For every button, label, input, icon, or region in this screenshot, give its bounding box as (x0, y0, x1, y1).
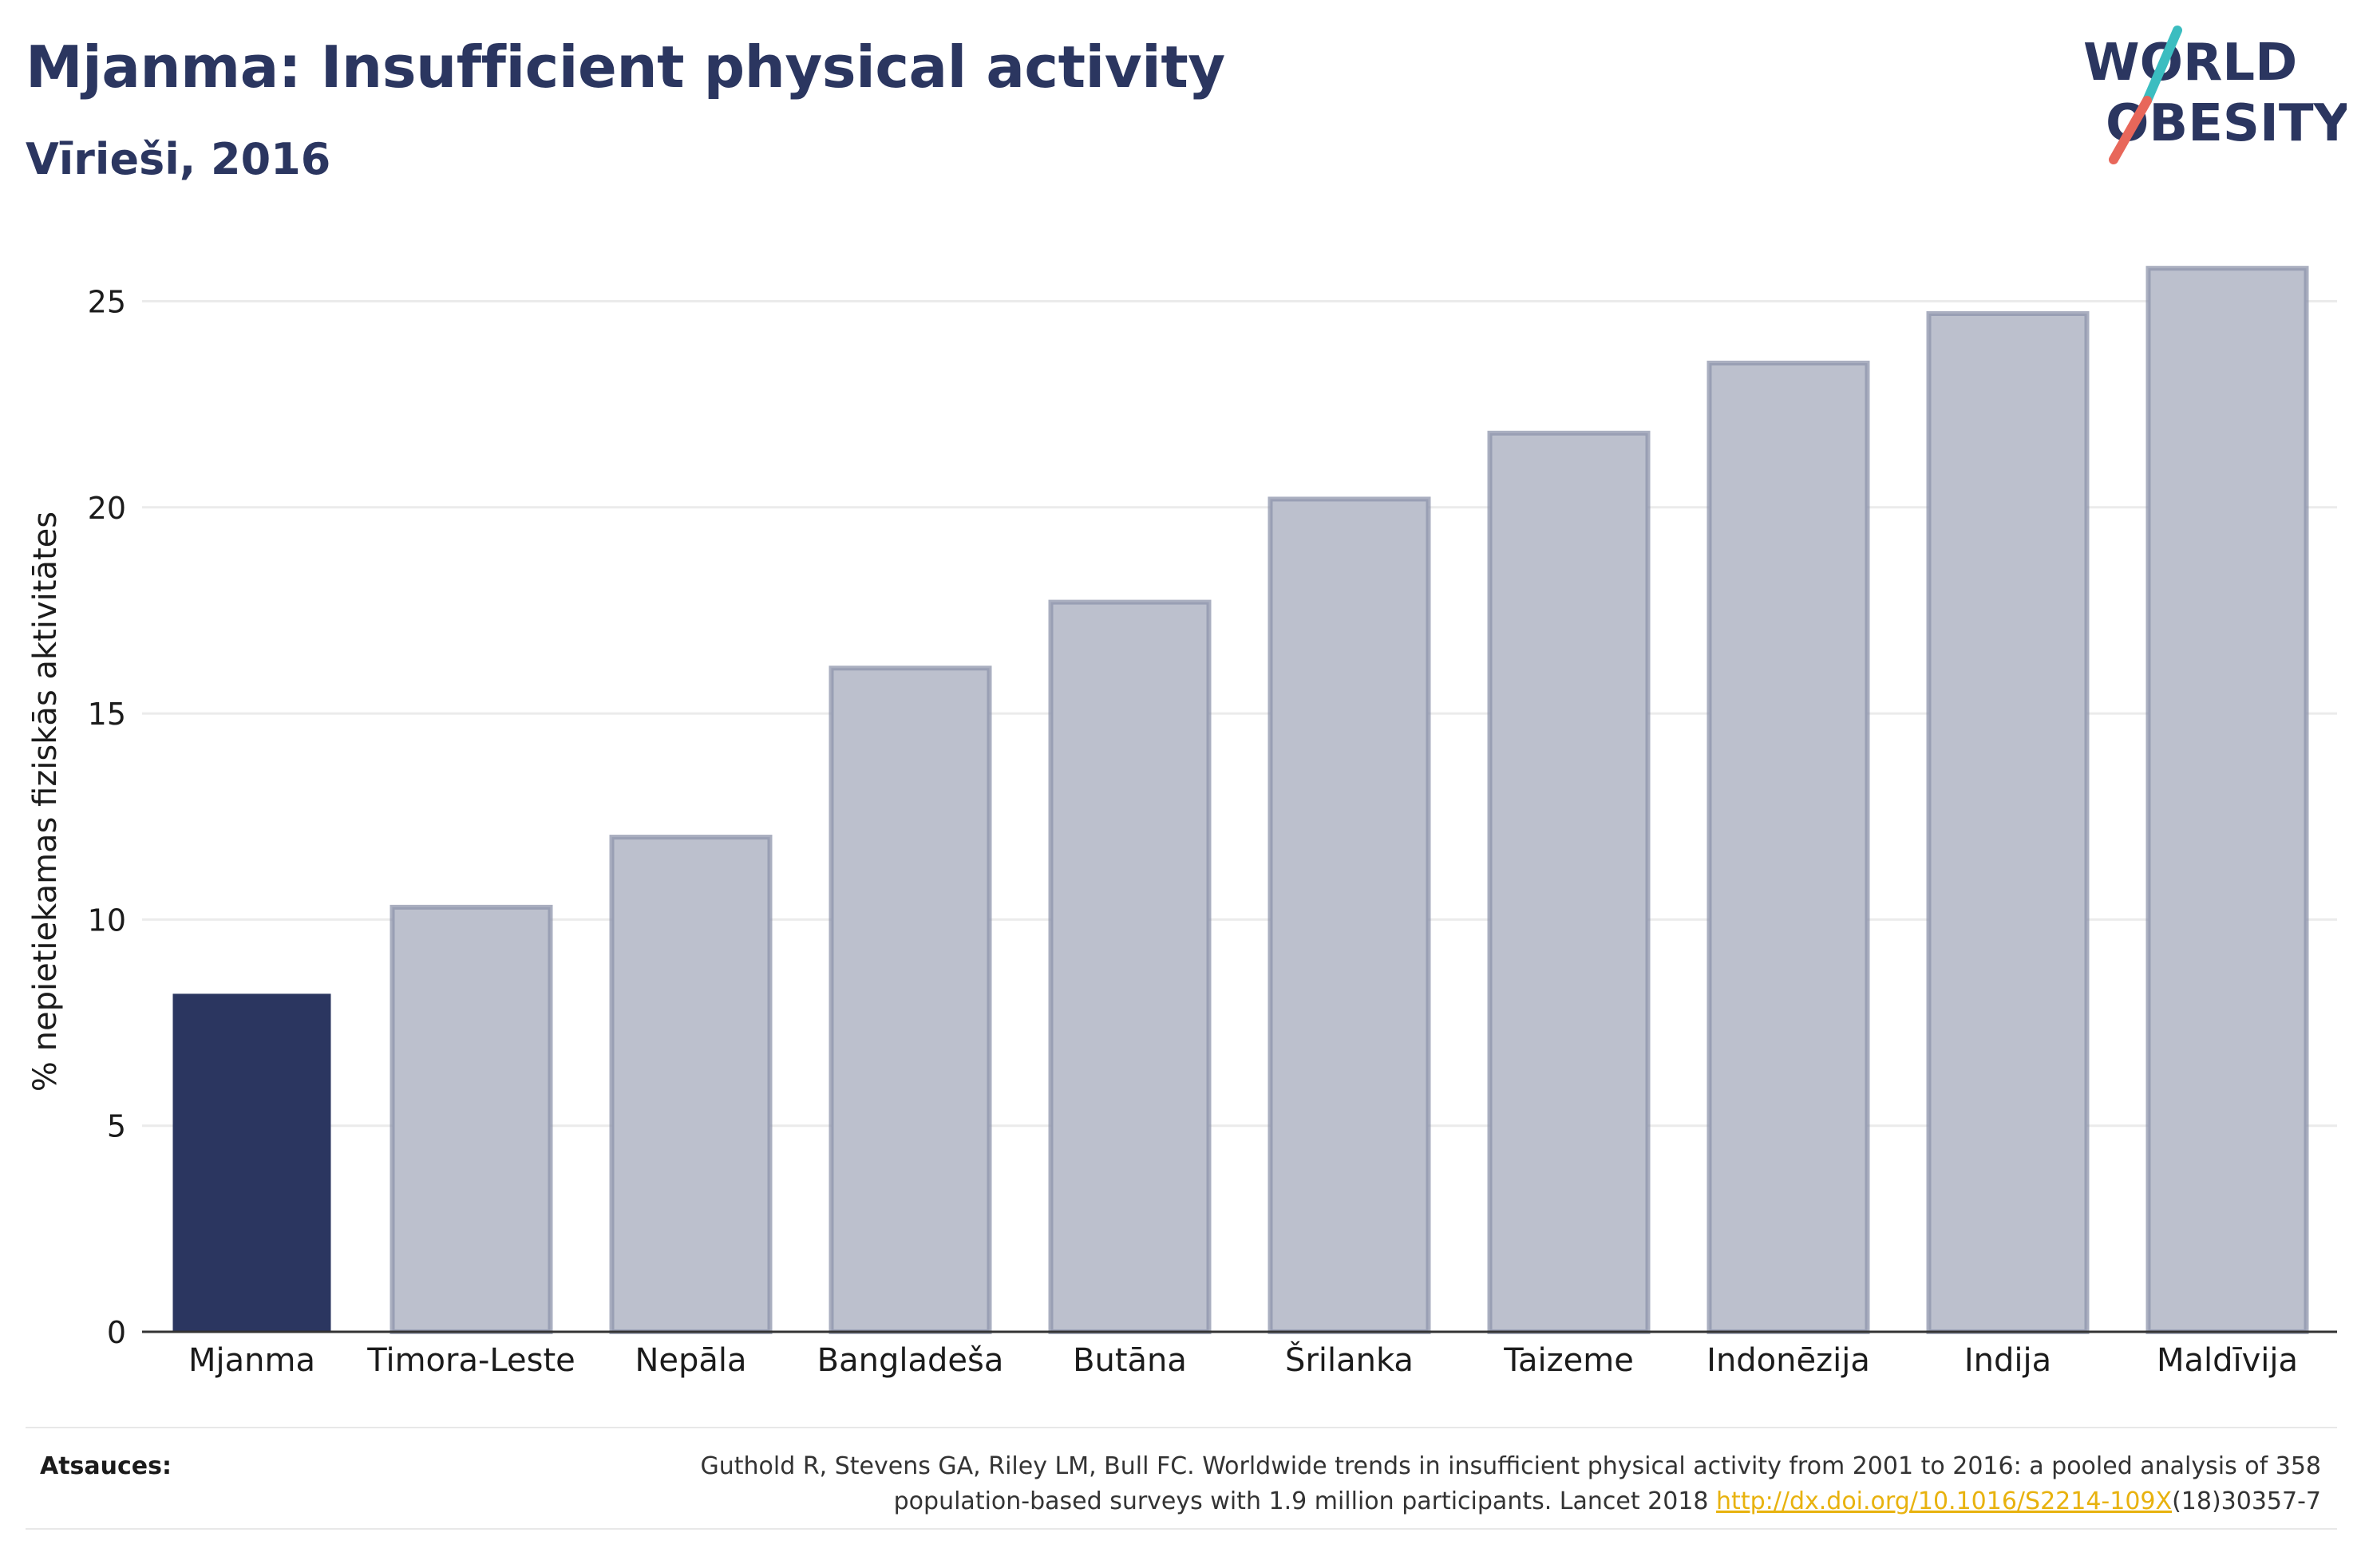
bar-2[interactable] (609, 835, 773, 1334)
x-tick-label: Šrilanka (1285, 1341, 1414, 1379)
bar-8[interactable] (1926, 310, 2090, 1335)
axes: 0 5 10 15 20 25 Mjanma Timora-Leste Nepāla Bangla… (88, 284, 2337, 1379)
logo-word-world: WORLD (2083, 34, 2297, 93)
y-tick-label: 10 (88, 902, 126, 938)
y-tick-label: 5 (107, 1109, 126, 1144)
y-axis-label: % nepietiekamas fiziskās aktivitātes (27, 511, 64, 1092)
bars (172, 266, 2309, 1335)
sources-text: Guthold R, Stevens GA, Riley LM, Bull FC… (485, 1449, 2321, 1519)
sources-text-line2-end: (18)30357-7 (2172, 1487, 2321, 1515)
x-tick-label: Bangladeša (817, 1342, 1004, 1379)
bar-5[interactable] (1268, 496, 1431, 1335)
bar-3[interactable] (829, 666, 992, 1334)
bar-chart: 0 5 10 15 20 25 Mjanma Timora-Leste Nepāla Bangla… (27, 266, 2337, 1379)
sources-panel: Atsauces: Guthold R, Stevens GA, Riley L… (26, 1427, 2337, 1530)
chart-title: Mjanma: Insufficient physical activity (26, 34, 1225, 101)
sources-text-line1: Guthold R, Stevens GA, Riley LM, Bull FC… (700, 1452, 2321, 1480)
logo-slash-bottom (2109, 96, 2152, 164)
x-tick-label: Maldīvija (2157, 1342, 2298, 1379)
chart-subtitle: Vīrieši, 2016 (26, 134, 331, 184)
y-tick-label: 15 (88, 697, 126, 732)
x-tick-label: Indonēzija (1706, 1342, 1870, 1379)
bar-1[interactable] (390, 904, 553, 1334)
x-tick-label: Butāna (1073, 1342, 1187, 1379)
bar-7[interactable] (1706, 360, 1870, 1335)
x-tick-label: Indija (1964, 1342, 2051, 1379)
y-tick-label: 20 (88, 491, 126, 526)
x-tick-label: Timora-Leste (366, 1342, 575, 1379)
x-tick-label: Taizeme (1503, 1342, 1634, 1379)
sources-text-line2: population-based surveys with 1.9 millio… (893, 1487, 1717, 1515)
world-obesity-logo: WORLD OBESITY (2083, 26, 2347, 164)
y-tick-label: 25 (88, 284, 126, 319)
bar-6[interactable] (1487, 430, 1651, 1334)
bar-4[interactable] (1048, 599, 1212, 1334)
bar-9[interactable] (2145, 266, 2309, 1335)
x-tick-label: Nepāla (635, 1342, 746, 1379)
sources-label: Atsauces: (40, 1452, 172, 1480)
bar-0[interactable] (172, 993, 331, 1332)
logo-slash-top (2142, 26, 2182, 105)
x-tick-label: Mjanma (188, 1342, 315, 1379)
sources-doi-link[interactable]: http://dx.doi.org/10.1016/S2214-109X (1716, 1487, 2173, 1515)
y-tick-label: 0 (107, 1315, 126, 1350)
